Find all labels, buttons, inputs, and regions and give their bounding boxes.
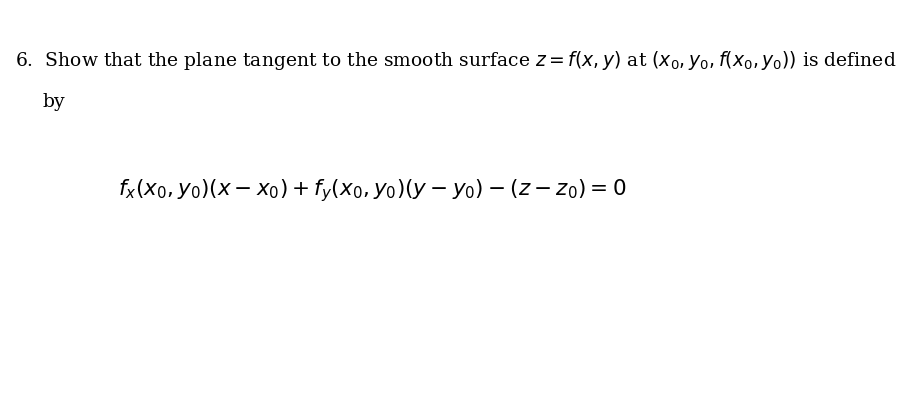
- Text: 6.  Show that the plane tangent to the smooth surface $z = f(x, y)$ at $(x_0, y_: 6. Show that the plane tangent to the sm…: [15, 50, 896, 73]
- Text: $f_x(x_0, y_0)(x - x_0) + f_y(x_0, y_0)(y - y_0) - (z - z_0) = 0$: $f_x(x_0, y_0)(x - x_0) + f_y(x_0, y_0)(…: [118, 177, 626, 204]
- Text: by: by: [42, 93, 65, 112]
